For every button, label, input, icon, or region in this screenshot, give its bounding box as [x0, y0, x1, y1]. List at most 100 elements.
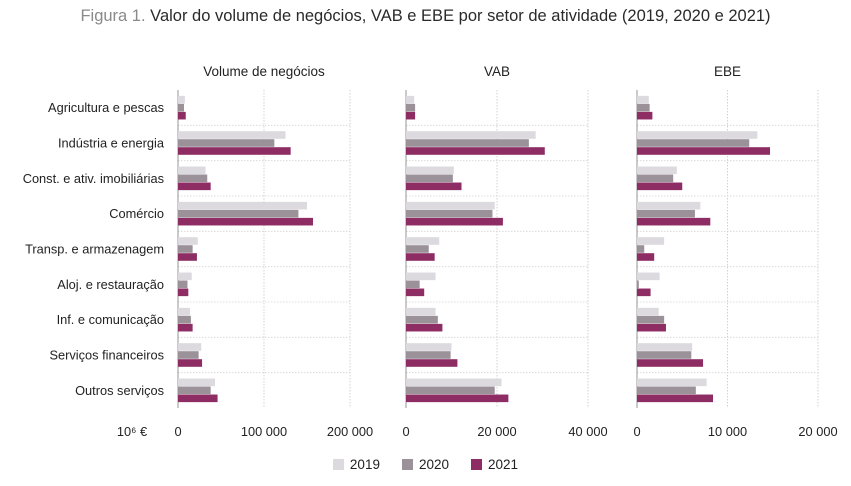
bar-vab-transp-e-armazenagem-2019 — [406, 237, 440, 245]
bar-volume-de-negocios-transp-e-armazenagem-2019 — [178, 237, 198, 245]
bar-ebe-servicos-financeiros-2019 — [637, 343, 693, 351]
bar-ebe-agricultura-e-pescas-2019 — [637, 95, 649, 104]
bar-volume-de-negocios-comercio-2020 — [178, 209, 299, 218]
bar-volume-de-negocios-comercio-2021 — [178, 217, 314, 226]
bar-volume-de-negocios-servicos-financeiros-2020 — [178, 351, 199, 359]
bar-volume-de-negocios-inf-e-comunicacao-2020 — [178, 315, 191, 324]
tick-label-vab-2: 40 000 — [568, 424, 607, 439]
bar-ebe-comercio-2021 — [637, 217, 711, 226]
bar-vab-industria-e-energia-2021 — [406, 147, 545, 155]
bar-vab-aloj-e-restauracao-2021 — [406, 288, 425, 297]
bar-volume-de-negocios-servicos-financeiros-2019 — [178, 343, 202, 351]
bar-vab-comercio-2019 — [406, 201, 495, 210]
category-label-outros-servicos: Outros serviços — [75, 383, 164, 398]
bar-volume-de-negocios-outros-servicos-2020 — [178, 386, 211, 395]
legend-item-2019: 2019 — [332, 457, 380, 472]
bar-volume-de-negocios-aloj-e-restauracao-2020 — [178, 280, 188, 289]
bar-ebe-agricultura-e-pescas-2021 — [637, 111, 653, 120]
bar-vab-const-e-ativ-imobiliarias-2021 — [406, 182, 462, 191]
bar-ebe-inf-e-comunicacao-2020 — [637, 315, 665, 324]
legend-label-2019: 2019 — [349, 457, 380, 472]
bar-volume-de-negocios-agricultura-e-pescas-2020 — [178, 103, 185, 112]
bar-ebe-outros-servicos-2020 — [637, 386, 696, 395]
figure-title-text: Valor do volume de negócios, VAB e EBE p… — [150, 7, 771, 25]
bar-ebe-aloj-e-restauracao-2020 — [637, 280, 639, 289]
bar-volume-de-negocios-const-e-ativ-imobiliarias-2020 — [178, 174, 208, 183]
bar-volume-de-negocios-aloj-e-restauracao-2021 — [178, 288, 189, 297]
tick-label-volume-de-negocios-0: 0 — [174, 424, 181, 439]
category-label-servicos-financeiros: Serviços financeiros — [49, 348, 164, 363]
tick-label-ebe-0: 0 — [633, 424, 640, 439]
category-label-agricultura-e-pescas: Agricultura e pescas — [48, 100, 164, 115]
bar-volume-de-negocios-inf-e-comunicacao-2019 — [178, 307, 191, 316]
tick-label-vab-0: 0 — [402, 424, 409, 439]
bar-vab-outros-servicos-2021 — [406, 394, 509, 403]
bar-vab-servicos-financeiros-2019 — [406, 343, 452, 351]
legend-label-2020: 2020 — [418, 457, 450, 472]
panel-title-ebe: EBE — [714, 64, 741, 79]
tick-label-ebe-1: 10 000 — [708, 424, 747, 439]
bar-vab-industria-e-energia-2019 — [406, 131, 536, 139]
bar-volume-de-negocios-industria-e-energia-2021 — [178, 147, 291, 155]
bar-ebe-servicos-financeiros-2020 — [637, 351, 692, 359]
bar-vab-agricultura-e-pescas-2019 — [406, 95, 415, 104]
tick-label-vab-1: 20 000 — [477, 424, 516, 439]
bar-vab-const-e-ativ-imobiliarias-2020 — [406, 174, 453, 183]
bar-ebe-outros-servicos-2021 — [637, 394, 714, 403]
bar-vab-transp-e-armazenagem-2021 — [406, 253, 435, 261]
bar-volume-de-negocios-transp-e-armazenagem-2021 — [178, 253, 197, 261]
figure-title: Figura 1. Valor do volume de negócios, V… — [0, 7, 851, 26]
panel-title-vab: VAB — [484, 64, 510, 79]
tick-label-volume-de-negocios-1: 100 000 — [241, 424, 287, 439]
category-label-aloj-e-restauracao: Aloj. e restauração — [57, 277, 164, 292]
bar-ebe-aloj-e-restauracao-2021 — [637, 288, 651, 297]
category-label-const-e-ativ-imobiliarias: Const. e ativ. imobiliárias — [23, 171, 164, 186]
category-label-inf-e-comunicacao: Inf. e comunicação — [57, 312, 164, 327]
unit-label: 10⁶ € — [117, 424, 147, 439]
bar-vab-comercio-2021 — [406, 217, 503, 226]
bar-vab-outros-servicos-2020 — [406, 386, 495, 395]
bar-ebe-aloj-e-restauracao-2019 — [637, 272, 660, 281]
bar-ebe-industria-e-energia-2020 — [637, 139, 750, 147]
tick-label-ebe-2: 20 000 — [798, 424, 837, 439]
bar-ebe-outros-servicos-2019 — [637, 378, 707, 387]
bar-vab-agricultura-e-pescas-2020 — [406, 103, 416, 112]
bar-ebe-agricultura-e-pescas-2020 — [637, 103, 650, 112]
bar-vab-comercio-2020 — [406, 209, 493, 218]
bar-ebe-comercio-2020 — [637, 209, 695, 218]
bar-volume-de-negocios-industria-e-energia-2020 — [178, 139, 275, 147]
bar-volume-de-negocios-const-e-ativ-imobiliarias-2021 — [178, 182, 211, 191]
bar-ebe-industria-e-energia-2019 — [637, 131, 758, 139]
bar-ebe-industria-e-energia-2021 — [637, 147, 771, 155]
tick-label-volume-de-negocios-2: 200 000 — [327, 424, 373, 439]
chart-legend: 2019 2020 2021 — [0, 457, 851, 472]
bar-volume-de-negocios-outros-servicos-2021 — [178, 394, 218, 403]
bar-ebe-transp-e-armazenagem-2021 — [637, 253, 655, 261]
bar-vab-industria-e-energia-2020 — [406, 139, 529, 147]
legend-item-2021: 2021 — [471, 457, 518, 472]
figure-label: Figura 1. — [80, 7, 146, 25]
bar-vab-aloj-e-restauracao-2020 — [406, 280, 420, 289]
bar-vab-transp-e-armazenagem-2020 — [406, 245, 429, 253]
bar-ebe-transp-e-armazenagem-2020 — [637, 245, 645, 253]
category-label-comercio: Comércio — [109, 206, 164, 221]
bar-ebe-const-e-ativ-imobiliarias-2021 — [637, 182, 683, 191]
legend-swatch-2021 — [471, 459, 483, 470]
bar-vab-inf-e-comunicacao-2020 — [406, 315, 438, 324]
bar-volume-de-negocios-outros-servicos-2019 — [178, 378, 215, 387]
bar-vab-const-e-ativ-imobiliarias-2019 — [406, 166, 454, 175]
bar-ebe-transp-e-armazenagem-2019 — [637, 237, 665, 245]
category-label-industria-e-energia: Indústria e energia — [58, 136, 165, 151]
bar-vab-aloj-e-restauracao-2019 — [406, 272, 436, 281]
legend-label-2021: 2021 — [488, 457, 519, 472]
bar-volume-de-negocios-agricultura-e-pescas-2021 — [178, 111, 186, 120]
bar-ebe-const-e-ativ-imobiliarias-2019 — [637, 166, 677, 175]
bar-volume-de-negocios-servicos-financeiros-2021 — [178, 359, 203, 367]
bar-volume-de-negocios-inf-e-comunicacao-2021 — [178, 323, 193, 332]
bar-ebe-inf-e-comunicacao-2019 — [637, 307, 659, 316]
legend-item-2020: 2020 — [401, 457, 450, 472]
panel-title-volume-de-negocios: Volume de negócios — [203, 64, 325, 79]
bar-vab-inf-e-comunicacao-2021 — [406, 323, 443, 332]
bar-ebe-servicos-financeiros-2021 — [637, 359, 704, 367]
